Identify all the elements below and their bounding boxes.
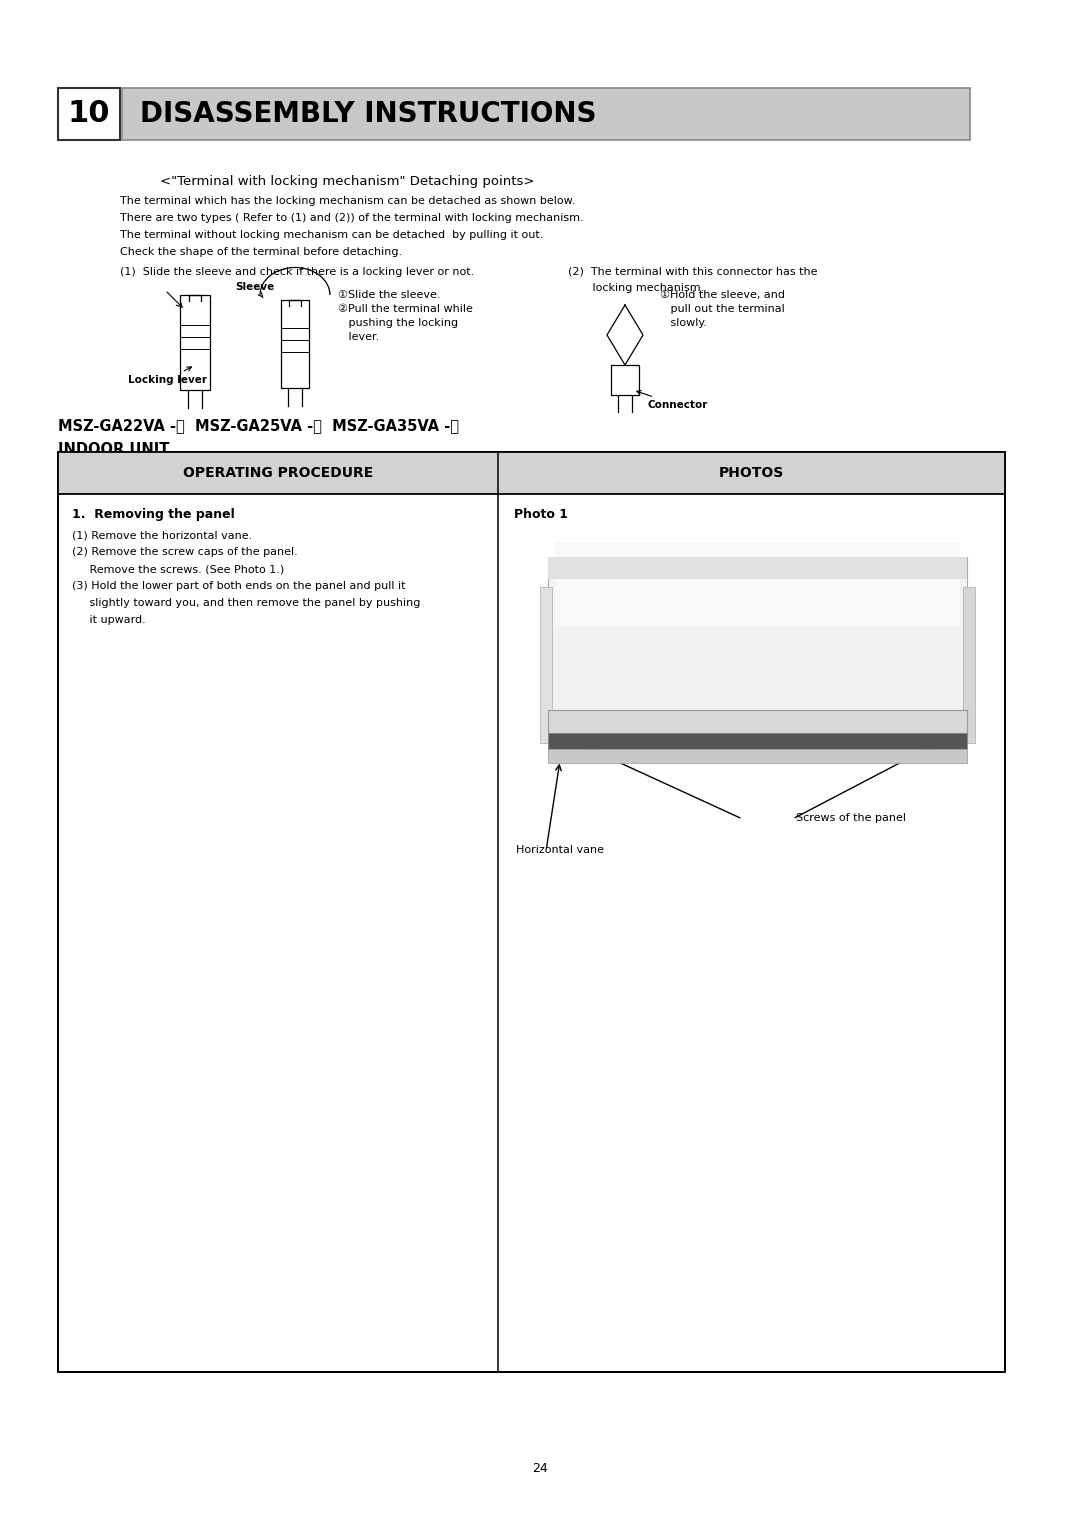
Bar xyxy=(555,542,960,626)
Text: Horizontal vane: Horizontal vane xyxy=(516,845,604,854)
Text: Remove the screws. (See Photo 1.): Remove the screws. (See Photo 1.) xyxy=(72,563,284,574)
Text: Photo 1: Photo 1 xyxy=(514,508,568,521)
Text: Screws of the panel: Screws of the panel xyxy=(796,813,905,824)
Bar xyxy=(540,586,552,743)
Text: 1.  Removing the panel: 1. Removing the panel xyxy=(72,508,234,521)
Text: 10: 10 xyxy=(68,100,110,129)
Text: (2) Remove the screw caps of the panel.: (2) Remove the screw caps of the panel. xyxy=(72,547,298,557)
Text: MSZ-GA22VA -ⓣ  MSZ-GA25VA -ⓣ  MSZ-GA35VA -ⓣ: MSZ-GA22VA -ⓣ MSZ-GA25VA -ⓣ MSZ-GA35VA -… xyxy=(58,418,459,433)
Text: PHOTOS: PHOTOS xyxy=(719,465,784,481)
Bar xyxy=(180,295,210,390)
Text: (1)  Slide the sleeve and check if there is a locking lever or not.: (1) Slide the sleeve and check if there … xyxy=(120,266,474,277)
Text: Check the shape of the terminal before detaching.: Check the shape of the terminal before d… xyxy=(120,246,402,257)
Text: The terminal without locking mechanism can be detached  by pulling it out.: The terminal without locking mechanism c… xyxy=(120,230,543,240)
Text: <"Terminal with locking mechanism" Detaching points>: <"Terminal with locking mechanism" Detac… xyxy=(160,175,535,188)
Bar xyxy=(548,733,967,749)
Text: The terminal which has the locking mechanism can be detached as shown below.: The terminal which has the locking mecha… xyxy=(120,196,576,207)
Bar xyxy=(548,557,967,579)
Bar xyxy=(58,452,1005,1372)
Text: (2)  The terminal with this connector has the: (2) The terminal with this connector has… xyxy=(568,266,818,277)
Text: Locking lever: Locking lever xyxy=(129,367,207,384)
Text: ①Slide the sleeve.
②Pull the terminal while
   pushing the locking
   lever.: ①Slide the sleeve. ②Pull the terminal wh… xyxy=(338,289,473,341)
Text: Sleeve: Sleeve xyxy=(235,282,274,297)
Text: (3) Hold the lower part of both ends on the panel and pull it: (3) Hold the lower part of both ends on … xyxy=(72,580,405,591)
Bar xyxy=(611,364,639,395)
Text: it upward.: it upward. xyxy=(72,615,146,625)
Text: Connector: Connector xyxy=(637,390,707,410)
Bar xyxy=(548,557,967,710)
Text: INDOOR UNIT: INDOOR UNIT xyxy=(58,442,170,456)
Bar xyxy=(548,710,967,733)
Bar xyxy=(548,749,967,762)
Bar xyxy=(122,87,970,139)
Text: There are two types ( Refer to (1) and (2)) of the terminal with locking mechani: There are two types ( Refer to (1) and (… xyxy=(120,213,583,224)
Text: ①Hold the sleeve, and
   pull out the terminal
   slowly.: ①Hold the sleeve, and pull out the termi… xyxy=(660,289,785,328)
Text: 24: 24 xyxy=(532,1462,548,1474)
Text: OPERATING PROCEDURE: OPERATING PROCEDURE xyxy=(183,465,373,481)
Bar xyxy=(963,586,975,743)
Bar xyxy=(58,452,1005,495)
Text: DISASSEMBLY INSTRUCTIONS: DISASSEMBLY INSTRUCTIONS xyxy=(140,100,596,129)
Text: (1) Remove the horizontal vane.: (1) Remove the horizontal vane. xyxy=(72,530,253,540)
Bar xyxy=(58,87,120,139)
Text: slightly toward you, and then remove the panel by pushing: slightly toward you, and then remove the… xyxy=(72,599,420,608)
Bar xyxy=(281,300,309,387)
Text: locking mechanism.: locking mechanism. xyxy=(568,283,704,292)
